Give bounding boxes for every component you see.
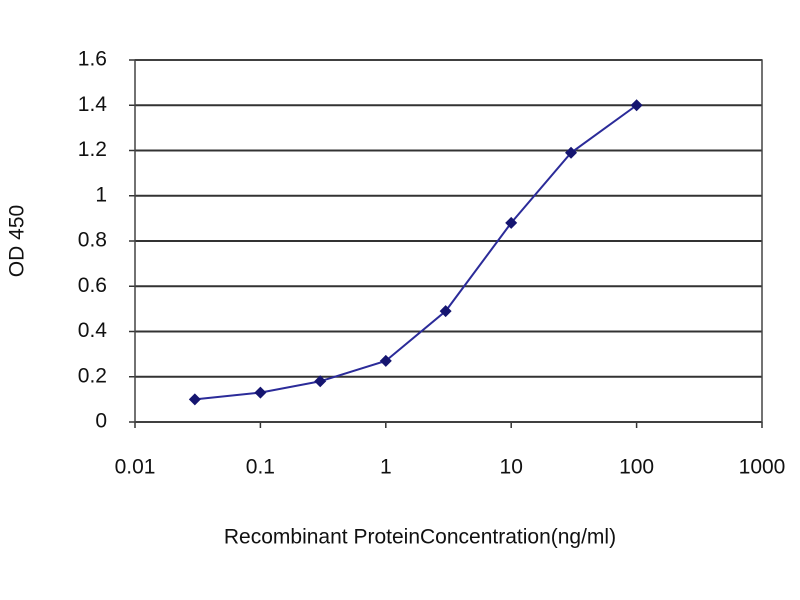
y-tick-label: 0.2 <box>78 364 107 387</box>
data-point <box>565 146 578 159</box>
x-axis-label: Recombinant ProteinConcentration(ng/ml) <box>224 526 616 549</box>
y-tick-label: 1.4 <box>78 93 108 116</box>
x-tick-label: 0.01 <box>115 456 156 479</box>
y-tick-label: 1.6 <box>78 48 107 71</box>
y-axis-label: OD 450 <box>6 205 29 277</box>
y-tick-label: 1 <box>95 183 107 206</box>
x-tick-label: 100 <box>619 456 654 479</box>
data-line <box>194 104 638 401</box>
y-tick-label: 0.8 <box>78 229 107 252</box>
x-tick-label: 1000 <box>739 456 786 479</box>
data-point <box>314 375 327 388</box>
x-tick-label: 0.1 <box>246 456 275 479</box>
y-tick-label: 0 <box>95 410 107 433</box>
y-tick-label: 1.2 <box>78 138 107 161</box>
data-point <box>254 386 267 399</box>
plot-frame <box>134 59 763 423</box>
data-point <box>188 393 201 406</box>
y-tick-label: 0.4 <box>78 319 108 342</box>
data-point <box>439 305 452 318</box>
y-tick-label: 0.6 <box>78 274 107 297</box>
data-point <box>505 216 518 229</box>
x-tick-label: 1 <box>380 456 392 479</box>
data-point <box>379 354 392 367</box>
data-point <box>630 99 643 112</box>
x-tick-label: 10 <box>500 456 523 479</box>
